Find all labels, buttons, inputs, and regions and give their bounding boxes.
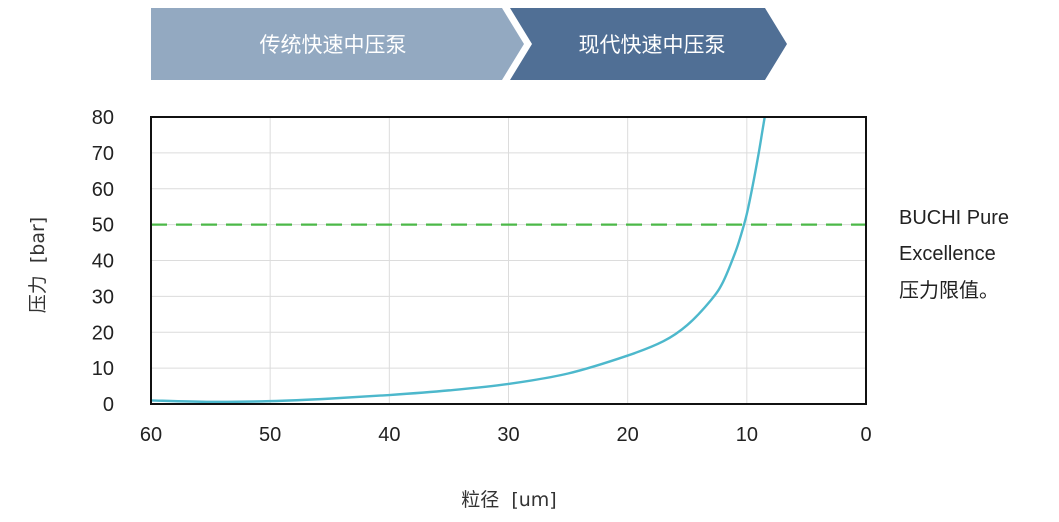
y-tick-label: 40 [92,251,114,273]
reference-annotation: BUCHI Pure Excellence 压力限值。 [899,207,1009,302]
y-tick-label: 80 [92,107,114,129]
banner: 传统快速中压泵 现代快速中压泵 [151,8,787,80]
y-tick-label: 30 [92,286,114,308]
x-ticks: 60 50 40 30 20 10 0 [140,424,872,446]
y-tick-label: 10 [92,358,114,380]
banner-traditional-label: 传统快速中压泵 [260,33,407,57]
x-axis-title: 粒径 [um] [461,489,556,511]
y-tick-label: 50 [92,215,114,237]
x-tick-label: 40 [378,424,400,446]
y-axis-title: 压力 [bar] [27,217,49,313]
reference-label-line-1: BUCHI Pure [899,207,1009,229]
plot-frame [150,116,867,405]
x-tick-label: 0 [860,424,871,446]
series-line [150,116,766,404]
y-tick-label: 60 [92,179,114,201]
series-group [150,116,766,404]
reference-label-line-2: Excellence [899,243,996,265]
y-tick-label: 70 [92,143,114,165]
x-tick-label: 50 [259,424,281,446]
banner-modern-label: 现代快速中压泵 [579,33,726,57]
x-tick-label: 10 [736,424,758,446]
y-tick-label: 20 [92,322,114,344]
banner-modern [510,8,787,80]
grid [150,116,867,405]
x-tick-label: 30 [497,424,519,446]
x-tick-label: 60 [140,424,162,446]
y-tick-label: 0 [103,394,114,416]
x-tick-label: 20 [617,424,639,446]
banner-traditional [151,8,524,80]
y-ticks: 0 10 20 30 40 50 60 70 80 [92,107,114,416]
reference-label-line-3: 压力限值。 [899,279,999,302]
